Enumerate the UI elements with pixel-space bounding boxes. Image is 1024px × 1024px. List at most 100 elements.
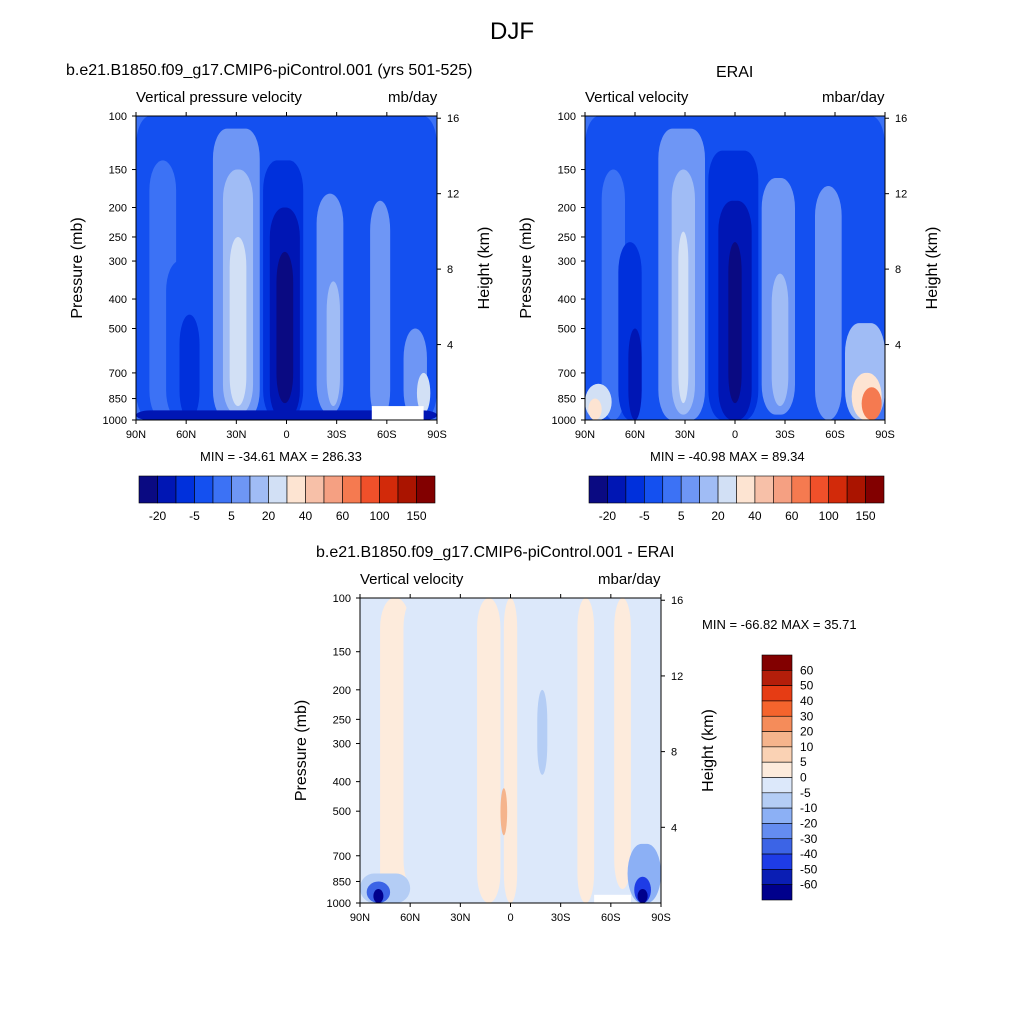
panel3-contour-region	[500, 788, 508, 836]
panel1-colorbar-box	[305, 475, 325, 504]
panel1-colorbar-box	[379, 475, 399, 504]
panel3-colorbar-label: -5	[800, 786, 811, 800]
panel2-contour-region	[678, 231, 689, 404]
panel3-field	[360, 598, 661, 903]
panel3-contour-region	[403, 598, 427, 890]
panel3-contour-region	[373, 889, 384, 903]
panel2-y-right-tick-label: 12	[895, 189, 907, 201]
panel2-colorbar-label: 20	[711, 509, 725, 523]
panel3-contour-region	[477, 598, 501, 903]
panel1-colorbar-box	[416, 475, 436, 504]
panel1-y-tick-label: 300	[109, 256, 127, 268]
panel2-y-tick-label: 500	[558, 323, 576, 335]
panel2-y-tick-label: 850	[558, 394, 576, 406]
panel1-colorbar-box	[323, 475, 343, 504]
panel3-y-tick-label: 100	[333, 593, 351, 605]
panel1-colorbar-box	[231, 475, 251, 504]
panel3-contour-region	[637, 889, 648, 903]
panel3-colorbar-box	[761, 654, 793, 671]
panel2-y-tick-label: 300	[558, 256, 576, 268]
panel2-colorbar-box	[773, 475, 793, 504]
panel1-x-tick-label: 60N	[176, 429, 196, 441]
panel2-y-axis-label: Pressure (mb)	[518, 217, 535, 318]
panel1-contour-region	[229, 236, 247, 407]
panel1-y-tick-label: 150	[109, 165, 127, 177]
panel2-y-tick-label: 200	[558, 203, 576, 215]
panel1-colorbar-box	[286, 475, 306, 504]
panel2-x-tick-label: 90N	[575, 429, 595, 441]
panel3-y-tick-label: 200	[333, 685, 351, 697]
panel2-y-tick-label: 1000	[552, 415, 576, 427]
panel2-colorbar-box	[644, 475, 664, 504]
panel1-minmax: MIN = -34.61 MAX = 286.33	[200, 449, 362, 464]
panel3-colorbar-label: -30	[800, 832, 818, 846]
panel2-colorbar-box	[791, 475, 811, 504]
panel3-units-label: mbar/day	[598, 571, 661, 588]
panel1-missing-region	[371, 406, 424, 420]
panel2-contour-region	[628, 328, 642, 420]
panel3-colorbar-label: -60	[800, 878, 818, 892]
panel3-y-tick-label: 300	[333, 739, 351, 751]
panel1-colorbar-box	[175, 475, 195, 504]
panel1-colorbar-label: 60	[336, 509, 350, 523]
panel2-field	[585, 116, 885, 420]
panel3-colorbar-label: 40	[800, 694, 814, 708]
panel3-colorbar-label: 10	[800, 740, 814, 754]
panel2-colorbar-box	[680, 475, 700, 504]
panel3-colorbar-label: 20	[800, 725, 814, 739]
panel3-colorbar-box	[761, 670, 793, 686]
panel3-y-right-tick-label: 8	[671, 747, 677, 759]
panel2-colorbar-box	[588, 475, 608, 504]
panel1-colorbar-label: -5	[189, 509, 200, 523]
panel3-y-right-tick-label: 4	[671, 822, 677, 834]
panel3-x-tick-label: 90N	[350, 912, 370, 924]
panel3-y-tick-label: 250	[333, 714, 351, 726]
panel3-x-tick-label: 90S	[651, 912, 671, 924]
panel3-colorbar-box	[761, 746, 793, 763]
panel3-colorbar-box	[761, 823, 793, 840]
panel2-colorbar-label: 5	[678, 509, 685, 523]
panel2-x-tick-label: 60N	[625, 429, 645, 441]
panel3-colorbar-label: 0	[800, 771, 807, 785]
panel3-x-tick-label: 60N	[400, 912, 420, 924]
panel1-contour-region	[370, 200, 391, 420]
panel1-y-tick-label: 100	[109, 111, 127, 123]
panel2-contour-region	[588, 398, 602, 420]
panel3-colorbar-box	[761, 853, 793, 870]
panel3-y-right-tick-label: 12	[671, 671, 683, 683]
panel3-contour-region	[503, 598, 518, 903]
panel3-x-tick-label: 30S	[551, 912, 571, 924]
panel2-y-tick-label: 150	[558, 165, 576, 177]
panel3-colorbar-label: 50	[800, 679, 814, 693]
panel3-colorbar-label: -10	[800, 801, 818, 815]
panel1-x-tick-label: 30N	[226, 429, 246, 441]
panel2-y-right-axis-label: Height (km)	[924, 227, 941, 310]
panel3-missing-region	[594, 894, 631, 903]
panel2-units-label: mbar/day	[822, 89, 885, 106]
panel1-colorbar-label: 20	[262, 509, 276, 523]
panel2-x-tick-label: 30N	[675, 429, 695, 441]
panel3-colorbar-box	[761, 869, 793, 885]
panel1-y-tick-label: 850	[109, 394, 127, 406]
panel1-contour-region	[276, 251, 294, 404]
panel1-contour-region	[136, 410, 437, 420]
panel3-contour-region	[614, 598, 631, 890]
panel3-x-tick-label: 60S	[601, 912, 621, 924]
panel3-colorbar-box	[761, 838, 793, 855]
panel2-colorbar-box	[736, 475, 756, 504]
panel2-colorbar-box	[607, 475, 627, 504]
panel3-y-tick-label: 150	[333, 647, 351, 659]
panel2-colorbar-box	[625, 475, 645, 504]
panel2-y-right-tick-label: 16	[895, 113, 907, 125]
panel3-y-axis-label: Pressure (mb)	[293, 700, 310, 801]
panel1-x-tick-label: 30S	[327, 429, 347, 441]
panel3-colorbar-box	[761, 807, 793, 824]
panel2-colorbar-box	[828, 475, 848, 504]
panel2-colorbar-box	[717, 475, 737, 504]
panel1-y-axis-label: Pressure (mb)	[69, 217, 86, 318]
panel2-minmax: MIN = -40.98 MAX = 89.34	[650, 449, 805, 464]
panel1-colorbar-box	[249, 475, 269, 504]
panel2-x-tick-label: 0	[732, 429, 738, 441]
panel1-y-tick-label: 200	[109, 203, 127, 215]
panel1-y-right-tick-label: 8	[447, 264, 453, 276]
